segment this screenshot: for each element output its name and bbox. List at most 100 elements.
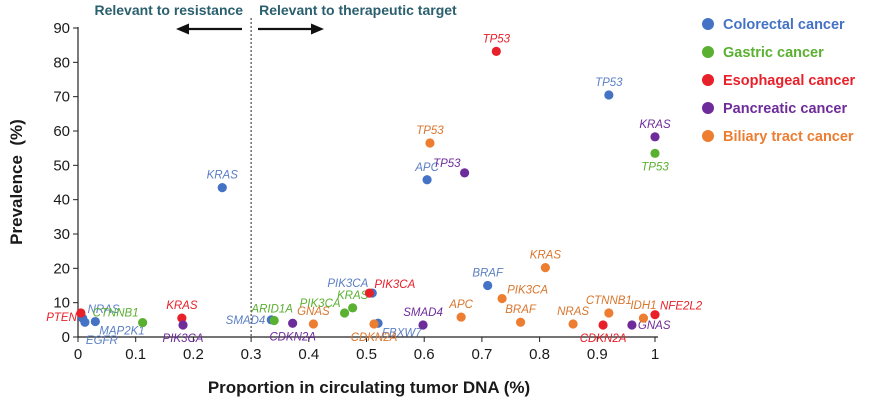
data-point (177, 313, 187, 323)
data-point (650, 132, 660, 142)
legend-marker (702, 74, 714, 86)
x-tick-label: 0.2 (183, 346, 204, 363)
data-point (604, 90, 614, 100)
data-point (638, 313, 649, 323)
data-point (422, 175, 432, 185)
y-tick-label: 10 (53, 295, 70, 312)
data-points: KRASTP53APCBRAFPIK3CANRASMAP2K1EGFRSMAD4… (46, 33, 703, 347)
point-label: CDKN2A (580, 333, 627, 345)
point-label: CDKN2A (351, 332, 398, 344)
x-tick-label: 0.9 (587, 346, 608, 363)
right-arrow (258, 23, 324, 35)
x-tick-label: 1 (651, 346, 659, 363)
point-label: FBXW7 (382, 327, 422, 339)
y-tick-label: 30 (53, 226, 70, 243)
resistance-annotation: Relevant to resistance (94, 2, 243, 18)
point-label: NFE2L2 (660, 301, 703, 313)
x-tick-label: 0.3 (241, 346, 262, 363)
point-label: GNAS (638, 320, 671, 332)
point-label: KRAS (166, 300, 198, 312)
data-point (90, 316, 100, 327)
legend-label: Biliary tract cancer (723, 129, 854, 145)
legend-marker (702, 18, 714, 30)
y-tick-label: 0 (62, 329, 70, 346)
point-label: ARID1A (250, 304, 293, 316)
data-point (497, 293, 507, 304)
data-point (138, 317, 148, 328)
point-label: MAP2K1 (99, 326, 144, 338)
x-tick-label: 0.1 (125, 346, 146, 363)
y-tick-label: 80 (53, 54, 70, 71)
point-label: PIK3CA (507, 285, 548, 297)
x-tick-label: 0.6 (414, 346, 435, 363)
data-point (650, 148, 660, 158)
x-axis-title: Proportion in circulating tumor DNA (%) (208, 378, 530, 397)
point-label: PTEN (46, 312, 77, 324)
data-point (364, 288, 374, 298)
left-arrow (176, 23, 242, 35)
point-label: CDKN2A (269, 331, 316, 343)
legend-marker (702, 130, 714, 142)
point-label: TP53 (433, 158, 461, 170)
y-ticks: 0 10 20 30 40 50 60 70 80 90 (53, 20, 78, 346)
therapeutic-target-annotation: Relevant to therapeutic target (259, 2, 457, 18)
data-point (515, 317, 526, 327)
point-label: APC (414, 162, 439, 174)
point-label: CTNNB1 (586, 295, 632, 307)
x-tick-label: 0 (74, 346, 82, 363)
data-point (80, 317, 90, 327)
data-point (217, 183, 227, 193)
data-point (339, 308, 350, 318)
data-point (269, 315, 279, 326)
x-tick-label: 0.4 (298, 346, 319, 363)
data-point (604, 308, 614, 318)
point-label: APC (448, 299, 473, 311)
point-label: SMAD4 (226, 315, 266, 327)
point-label: NRAS (88, 304, 120, 316)
data-point (418, 320, 428, 330)
point-label: IDH1 (630, 300, 656, 312)
point-label: TP53 (483, 33, 511, 45)
y-axis-title: Prevalence (%) (7, 119, 26, 245)
data-point (459, 168, 470, 178)
y-tick-label: 50 (53, 157, 70, 174)
y-tick-label: 90 (53, 20, 70, 37)
point-label: PIK3CA (374, 279, 415, 291)
point-label: SMAD4 (403, 307, 443, 319)
legend: Colorectal cancer Gastric cancer Esophagea… (702, 17, 856, 145)
data-point (568, 319, 578, 329)
data-point (650, 310, 660, 320)
data-point (627, 320, 637, 330)
point-label: GNAS (297, 306, 330, 318)
point-label: BRAF (505, 304, 537, 316)
legend-label: Pancreatic cancer (723, 101, 847, 117)
y-tick-label: 20 (53, 260, 70, 277)
legend-label: Gastric cancer (723, 45, 824, 61)
point-label: TP53 (416, 125, 444, 137)
legend-marker (702, 46, 714, 58)
x-tick-label: 0.5 (356, 346, 377, 363)
x-tick-label: 0.8 (529, 346, 550, 363)
data-point (348, 303, 358, 313)
x-ticks: 0 0.1 0.2 0.3 0.4 0.5 0.6 0.7 0.8 0.9 1 (74, 337, 659, 363)
data-point (540, 263, 550, 273)
data-point (456, 312, 466, 322)
data-point (76, 308, 86, 318)
data-point (308, 319, 319, 329)
point-label: PIK3CA (327, 278, 368, 290)
data-point (491, 46, 501, 56)
point-label: EGFR (86, 335, 118, 347)
point-label: PIK3CA (163, 333, 204, 345)
legend-label: Esophageal cancer (723, 73, 856, 89)
data-point (178, 320, 188, 330)
point-label: KRAS (337, 290, 369, 302)
point-label: PIK3CA (300, 298, 341, 310)
axes (77, 27, 658, 338)
legend-marker (702, 102, 714, 114)
data-point (425, 138, 435, 148)
point-label: BRAF (472, 268, 504, 280)
data-point (369, 319, 379, 329)
x-tick-label: 0.7 (471, 346, 492, 363)
point-label: KRAS (530, 250, 562, 262)
